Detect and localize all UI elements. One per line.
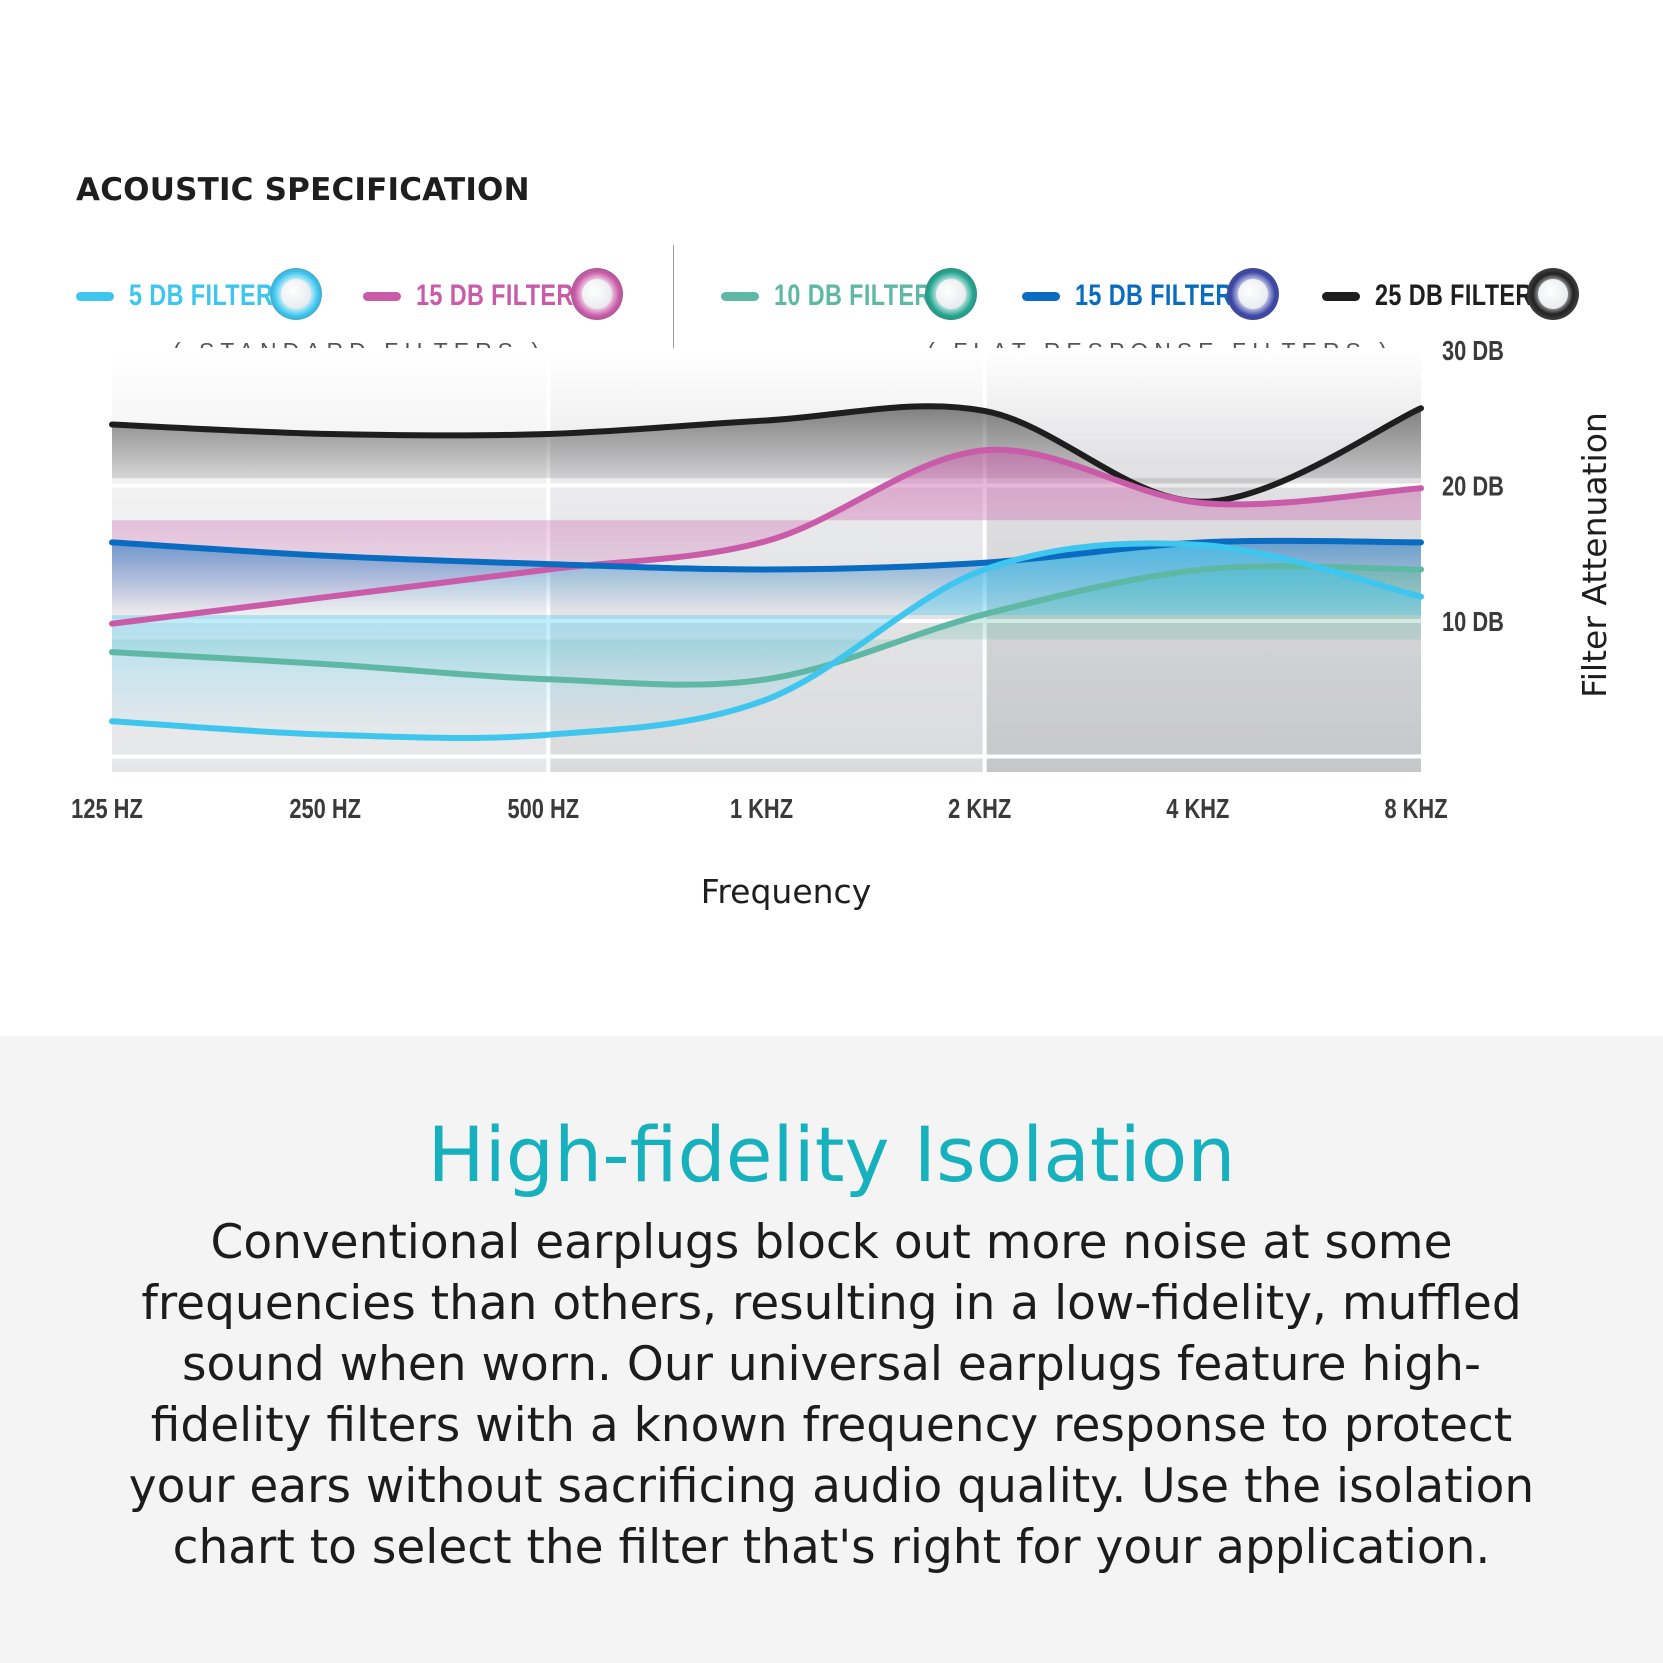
- x-tick-label: 4 KHZ: [1166, 793, 1229, 824]
- legend-swatch: [76, 291, 114, 301]
- x-axis-label: Frequency: [701, 872, 871, 911]
- y-tick-label: 10 DB: [1442, 606, 1504, 637]
- legend-item-15db-standard: 15 DB FILTER: [363, 266, 618, 326]
- legend-swatch: [363, 291, 401, 301]
- legend-label: 15 DB FILTER: [416, 279, 574, 312]
- legend-label: 15 DB FILTER: [1075, 279, 1233, 312]
- y-tick-label: 20 DB: [1442, 470, 1504, 501]
- y-tick-label: 30 DB: [1442, 335, 1504, 366]
- section-body: Conventional earplugs block out more noi…: [128, 1215, 1535, 1575]
- earplug-filter-icon: [1227, 268, 1279, 320]
- x-tick-label: 2 KHZ: [948, 793, 1011, 824]
- x-tick-label: 125 HZ: [71, 793, 143, 824]
- earplug-filter-icon: [925, 268, 977, 320]
- chart-title: ACOUSTIC SPECIFICATION: [76, 172, 530, 208]
- earplug-filter-icon: [270, 268, 322, 320]
- series-line: [109, 563, 1424, 688]
- x-axis-ticks: 125 HZ 250 HZ 500 HZ 1 KHZ 2 KHZ 4 KHZ 8 KHZ: [71, 793, 1447, 824]
- section-headline: High-fidelity Isolation: [427, 1110, 1236, 1199]
- legend-swatch: [1022, 291, 1060, 301]
- series-fill: [112, 543, 1421, 738]
- legend-item-10db: 10 DB FILTER: [721, 266, 976, 326]
- legend-divider: [673, 245, 674, 365]
- y-axis-label: Filter Attenuation: [1575, 412, 1614, 698]
- earplug-filter-icon: [571, 268, 623, 320]
- series-line: [109, 446, 1424, 627]
- description-section: [0, 1036, 1663, 1663]
- legend-label: 5 DB FILTER: [129, 279, 274, 312]
- legend-swatch: [1322, 291, 1360, 301]
- y-axis-ticks: 10 DB 20 DB 30 DB: [1442, 335, 1504, 637]
- x-tick-label: 1 KHZ: [730, 793, 793, 824]
- legend-label: 25 DB FILTER: [1375, 279, 1533, 312]
- x-tick-label: 500 HZ: [508, 793, 580, 824]
- earplug-filter-icon: [1527, 268, 1579, 320]
- x-tick-label: 250 HZ: [289, 793, 361, 824]
- series-lines: [109, 403, 1424, 741]
- series-line: [109, 540, 1424, 741]
- legend-label: 10 DB FILTER: [774, 279, 932, 312]
- legend-item-25db: 25 DB FILTER: [1322, 266, 1577, 326]
- frequency-response-chart: 125 HZ 250 HZ 500 HZ 1 KHZ 2 KHZ 4 KHZ 8 KHZ 1…: [71, 335, 1614, 911]
- legend-item-5db: 5 DB FILTER: [76, 266, 314, 326]
- legend-item-15db-flat: 15 DB FILTER: [1022, 266, 1277, 326]
- x-tick-label: 8 KHZ: [1384, 793, 1447, 824]
- legend-swatch: [721, 291, 759, 301]
- series-fills: [112, 406, 1421, 738]
